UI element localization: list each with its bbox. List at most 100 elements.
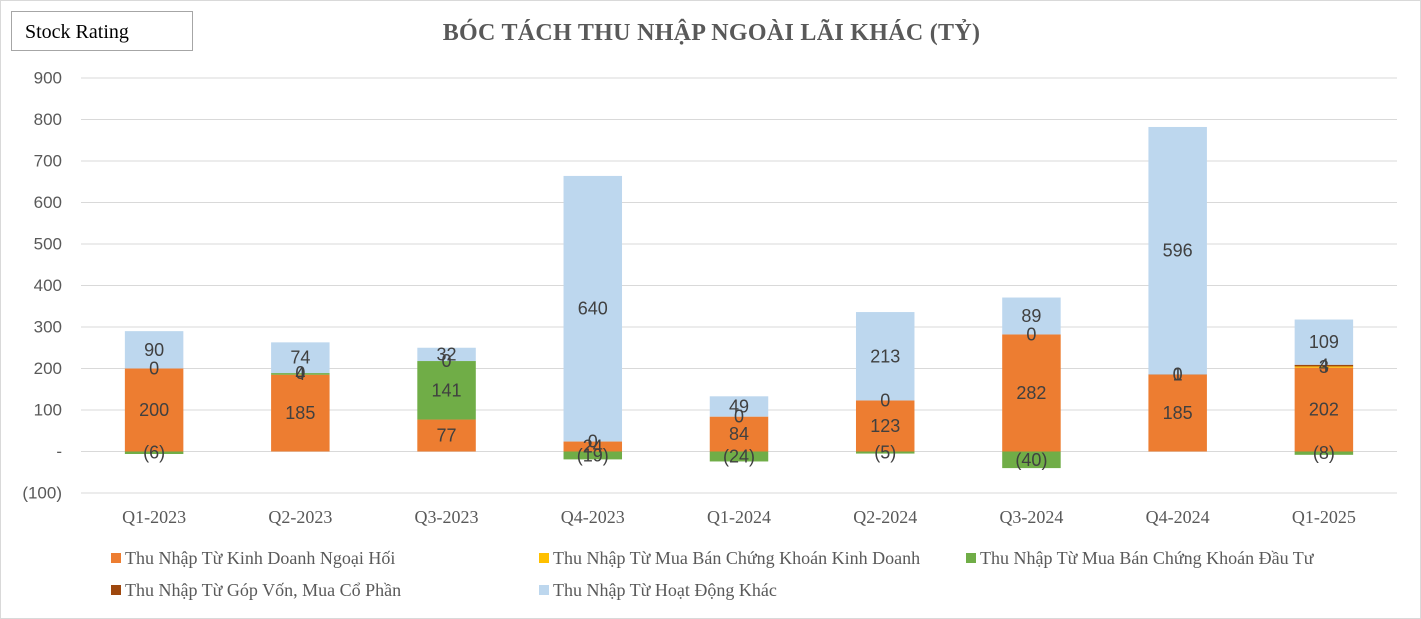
bar-segment	[563, 175, 623, 442]
data-label: 282	[1016, 383, 1046, 403]
bar-segment	[1294, 364, 1354, 367]
data-label: 3	[1319, 357, 1329, 377]
data-label: 49	[729, 396, 749, 416]
chart-title: BÓC TÁCH THU NHẬP NGOÀI LÃI KHÁC (TỶ)	[442, 20, 981, 46]
legend-swatch	[966, 553, 976, 563]
y-tick-label: 300	[34, 318, 62, 337]
y-tick-label: (100)	[22, 484, 62, 503]
x-tick-label: Q4-2023	[561, 507, 625, 527]
data-label: 0	[1173, 365, 1183, 385]
bar-segment	[1148, 126, 1207, 375]
y-tick-label: 700	[34, 152, 62, 171]
y-tick-label: 400	[34, 276, 62, 295]
data-label: 640	[578, 299, 608, 319]
data-label: 185	[1163, 403, 1193, 423]
bar-segment	[1148, 374, 1207, 452]
bar-segment	[271, 374, 330, 452]
data-label: (24)	[723, 446, 755, 466]
data-label: 84	[729, 424, 749, 444]
bar-segment	[417, 361, 476, 420]
x-tick-label: Q3-2024	[999, 507, 1063, 527]
bar-segment	[1002, 451, 1061, 469]
bar-segment	[1294, 319, 1354, 365]
data-label: 202	[1309, 400, 1339, 420]
data-label: 0	[734, 407, 744, 427]
data-label: (40)	[1015, 450, 1047, 470]
data-label: 32	[437, 344, 457, 364]
data-label: 89	[1021, 306, 1041, 326]
legend-swatch	[111, 553, 121, 563]
data-label: (8)	[1313, 443, 1335, 463]
data-label: 4	[1319, 356, 1329, 376]
bar-segment	[1294, 367, 1354, 452]
bar-segment	[709, 451, 769, 462]
data-label: 0	[1026, 324, 1036, 344]
data-label: 0	[295, 363, 305, 383]
bar-segment	[709, 396, 769, 417]
y-tick-label: 100	[34, 401, 62, 420]
bar-segment	[124, 368, 184, 452]
legend-label: Thu Nhập Từ Góp Vốn, Mua Cổ Phần	[125, 580, 401, 600]
data-label: 90	[144, 340, 164, 360]
bar-segment	[709, 416, 769, 452]
bars	[124, 126, 1354, 469]
y-tick-label: 600	[34, 193, 62, 212]
bar-segment	[271, 342, 330, 374]
data-label: 0	[880, 390, 890, 410]
bar-segment	[417, 347, 476, 362]
bar-segment	[1294, 366, 1354, 368]
data-label: 77	[437, 426, 457, 446]
legend-swatch	[539, 553, 549, 563]
bar-segment	[563, 451, 623, 460]
legend: Thu Nhập Từ Kinh Doanh Ngoại Hối Thu Nhập…	[111, 548, 1315, 600]
x-tick-label: Q1-2025	[1292, 507, 1356, 527]
data-label: 0	[588, 432, 598, 452]
stock-rating-label: Stock Rating	[11, 11, 193, 51]
legend-label: Thu Nhập Từ Hoạt Động Khác	[553, 580, 777, 600]
y-tick-label: 500	[34, 235, 62, 254]
y-tick-label: -	[56, 442, 62, 461]
data-label: 123	[870, 416, 900, 436]
x-tick-label: Q2-2024	[853, 507, 917, 527]
data-label: 24	[583, 437, 603, 457]
data-label: 0	[442, 351, 452, 371]
data-label: 200	[139, 400, 169, 420]
bar-segment	[124, 331, 184, 369]
legend-label: Thu Nhập Từ Kinh Doanh Ngoại Hối	[125, 548, 395, 568]
data-label: 74	[290, 348, 310, 368]
data-label: 0	[149, 359, 159, 379]
bar-segment	[855, 400, 915, 452]
data-label: 185	[285, 403, 315, 423]
data-label: (19)	[577, 445, 609, 465]
y-tick-label: 800	[34, 110, 62, 129]
x-tick-label: Q1-2024	[707, 507, 771, 527]
x-axis: Q1-2023 Q2-2023 Q3-2023 Q4-2023 Q1-2024 Q2-20…	[122, 507, 1356, 527]
x-tick-label: Q4-2024	[1146, 507, 1210, 527]
bar-segment	[124, 451, 184, 454]
bar-segment	[1002, 334, 1061, 452]
legend-swatch	[111, 585, 121, 595]
y-axis: 900 800 700 600 500 400 300 200 100 - (100)	[22, 69, 62, 503]
data-label: 141	[432, 380, 462, 400]
bar-segment	[271, 373, 330, 375]
data-labels: 200(6)09018540747714103224(19)064084(24)…	[139, 241, 1339, 470]
bar-segment	[417, 419, 476, 452]
bar-segment	[1294, 451, 1354, 455]
legend-label: Thu Nhập Từ Mua Bán Chứng Khoán Đầu Tư	[980, 548, 1315, 568]
bar-segment	[855, 451, 915, 454]
legend-swatch	[539, 585, 549, 595]
data-label: 213	[870, 346, 900, 366]
data-label: 109	[1309, 332, 1339, 352]
bar-segment	[855, 312, 915, 401]
data-label: 1	[1173, 365, 1183, 385]
data-label: 4	[295, 364, 305, 384]
x-tick-label: Q1-2023	[122, 507, 186, 527]
y-tick-label: 900	[34, 69, 62, 88]
data-label: 596	[1163, 241, 1193, 261]
bar-segment	[1002, 297, 1061, 335]
x-tick-label: Q2-2023	[268, 507, 332, 527]
data-label: (6)	[143, 443, 165, 463]
data-label: (5)	[874, 443, 896, 463]
